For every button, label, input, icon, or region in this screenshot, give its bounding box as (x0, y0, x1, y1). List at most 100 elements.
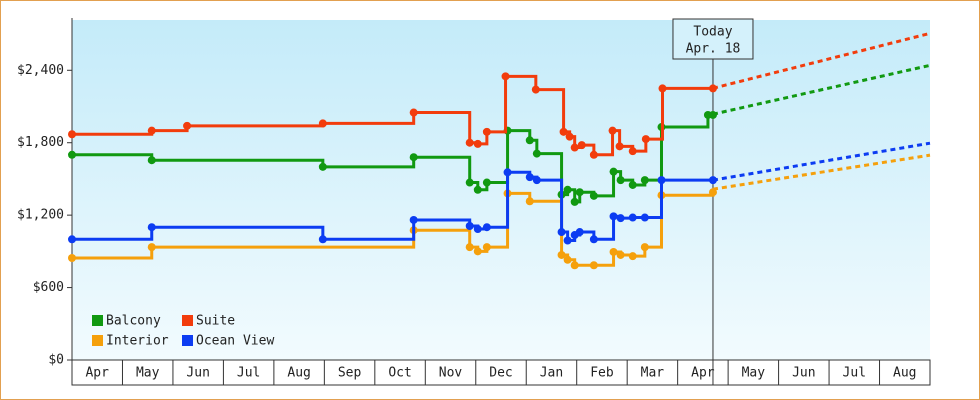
price-point (318, 162, 327, 171)
x-tick-label: May (136, 366, 160, 381)
price-point (708, 84, 717, 93)
price-point (565, 132, 574, 141)
price-point (147, 156, 156, 165)
x-tick-label: Aug (287, 366, 310, 381)
price-point (532, 149, 541, 158)
price-point (531, 85, 540, 94)
y-tick-label: $2,400 (17, 63, 64, 78)
x-tick-label: Dec (489, 366, 512, 381)
price-point (473, 139, 482, 148)
price-point (570, 143, 579, 152)
price-point (465, 243, 474, 252)
price-point (318, 119, 327, 128)
price-point (616, 176, 625, 185)
price-point (559, 127, 568, 136)
x-tick-label: Jun (792, 366, 815, 381)
price-point (570, 197, 579, 206)
price-point (68, 235, 76, 244)
x-axis-band (71, 359, 931, 386)
y-tick-label: $600 (33, 280, 64, 295)
price-point (708, 176, 717, 185)
today-label: Today (693, 25, 732, 40)
price-point (465, 138, 474, 147)
x-tick-label: Jan (540, 366, 563, 381)
price-point (465, 222, 474, 231)
legend-label: Ocean View (196, 334, 274, 349)
price-point (147, 126, 156, 135)
price-point (609, 212, 618, 221)
x-tick-label: Jun (186, 366, 209, 381)
price-point (465, 178, 474, 187)
price-point (640, 213, 649, 222)
x-tick-label: Feb (590, 366, 614, 381)
price-point (589, 261, 598, 270)
legend-label: Balcony (106, 314, 161, 329)
price-point (482, 243, 491, 252)
price-point (503, 168, 512, 177)
price-point (532, 176, 541, 185)
x-tick-label: Jul (843, 366, 866, 381)
price-point (641, 135, 650, 144)
price-point (708, 110, 717, 119)
price-point (628, 213, 637, 222)
price-point (628, 252, 637, 261)
x-tick-label: Jul (237, 366, 260, 381)
price-point (409, 153, 418, 162)
legend-swatch (182, 315, 193, 326)
price-point (616, 250, 625, 259)
forecast-line (712, 141, 931, 182)
y-tick-label: $1,800 (17, 135, 64, 150)
price-point (609, 247, 618, 256)
price-point (557, 228, 566, 237)
x-tick-label: Oct (388, 366, 411, 381)
y-tick-label: $1,200 (17, 208, 64, 223)
price-point (482, 178, 491, 187)
price-point (708, 188, 717, 197)
price-point (482, 223, 491, 232)
price-point (608, 126, 617, 135)
price-point (628, 180, 637, 189)
legend-swatch (182, 335, 193, 346)
legend-label: Suite (196, 314, 235, 329)
price-point (563, 255, 572, 264)
price-point (557, 250, 566, 259)
price-point (658, 84, 667, 93)
x-tick-label: Mar (641, 366, 665, 381)
price-point (589, 150, 598, 159)
x-tick-label: Aug (893, 366, 916, 381)
price-point (473, 185, 482, 194)
price-point (577, 141, 586, 150)
price-point (68, 253, 76, 262)
price-point (68, 130, 76, 139)
layer: $0 $600 $1,200 $1,800 $2,400 Apr May Jun Jul Aug S… (17, 18, 931, 385)
price-point (616, 214, 625, 223)
today-date: Apr. 18 (686, 42, 741, 57)
price-point (68, 150, 76, 159)
price-point (147, 223, 156, 232)
price-point (609, 167, 618, 176)
legend-swatch (92, 315, 103, 326)
price-point (183, 121, 192, 130)
forecast-line (712, 31, 931, 90)
forecast-line (712, 153, 931, 191)
legend-label: Interior (106, 334, 169, 349)
price-point (575, 228, 584, 237)
price-point (409, 215, 418, 224)
x-tick-label: Apr (691, 366, 715, 381)
price-point (318, 235, 327, 244)
price-point (563, 185, 572, 194)
today-box (672, 18, 754, 60)
x-tick-label: May (742, 366, 766, 381)
price-point (640, 243, 649, 252)
price-point (563, 236, 572, 245)
price-point (501, 72, 510, 81)
x-tick-label: Sep (338, 366, 362, 381)
y-tick-label: $0 (48, 353, 64, 368)
price-point (473, 225, 482, 234)
price-point (640, 176, 649, 185)
price-point (575, 188, 584, 197)
price-point (409, 108, 418, 117)
x-tick-label: Apr (85, 366, 109, 381)
